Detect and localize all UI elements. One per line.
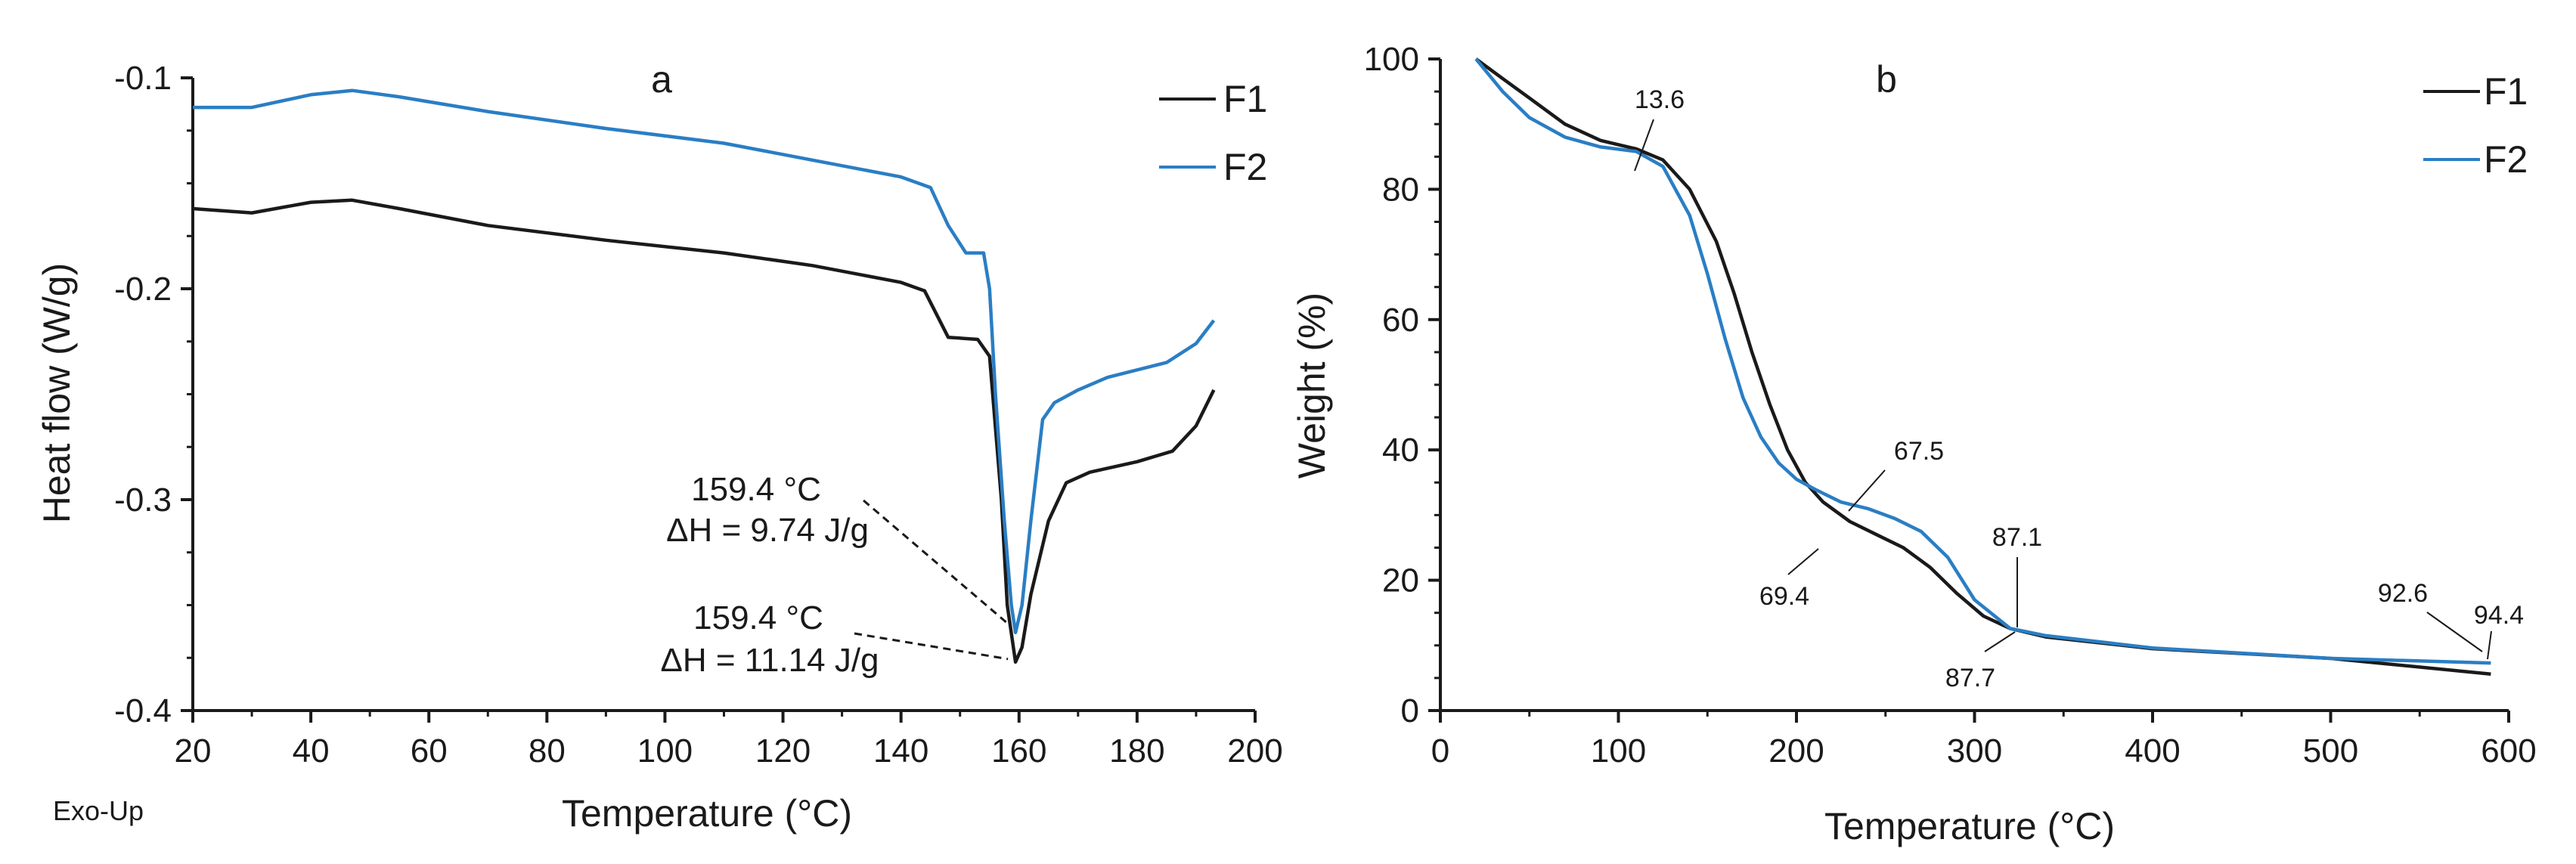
a-legend-label-f1: F1: [1223, 78, 1267, 120]
a-y-tick-label: -0.1: [114, 60, 172, 97]
b-x-tick-label: 0: [1431, 732, 1449, 770]
b-annotation-92-6: 92.6: [2378, 579, 2428, 608]
b-y-tick-label: 20: [1382, 562, 1419, 599]
b-y-ticks: 0 20 40 60 80 100: [1364, 41, 1440, 729]
a-y-tick-label: -0.2: [114, 271, 172, 308]
a-series-line-f2: [193, 88, 1216, 635]
a-legend-label-f2: F2: [1223, 146, 1267, 188]
b-legend-label-f1: F1: [2484, 70, 2528, 113]
b-x-tick-label: 300: [1947, 732, 2002, 770]
b-x-tick-label: 600: [2481, 732, 2536, 770]
b-x-tick-label: 100: [1591, 732, 1646, 770]
b-leader-13-6: [1634, 119, 1654, 172]
b-y-tick-label: 40: [1382, 432, 1419, 469]
a-x-axis-title: Temperature (°C): [562, 792, 852, 835]
b-series-group: [1474, 57, 2491, 676]
a-annotations: 159.4 °C ΔH = 9.74 J/g 159.4 °C ΔH = 11.…: [660, 471, 1011, 679]
a-y-axis-title: Heat flow (W/g): [36, 263, 78, 524]
b-leader-94-4: [2487, 630, 2492, 660]
a-x-tick-label: 140: [873, 732, 928, 770]
b-legend-label-f2: F2: [2484, 138, 2528, 181]
a-exo-up-note: Exo-Up: [53, 795, 144, 826]
b-x-tick-label: 500: [2303, 732, 2358, 770]
b-leader-69-4: [1787, 548, 1819, 575]
panel-b: 0 20 40 60 80 100 0 100 200 300 400 500 600 13.6 67…: [1291, 41, 2537, 847]
b-leader-87-7: [1984, 631, 2016, 652]
panel-a: -0.1 -0.2 -0.3 -0.4 20 40 60 80 100 120 140 160 180…: [36, 58, 1283, 835]
b-annotations: 13.6 67.5 69.4 87.1 87.7 92.6 94.4: [1634, 85, 2524, 692]
b-annotation-94-4: 94.4: [2474, 601, 2524, 630]
a-x-ticks: 20 40 60 80 100 120 140 160 180 200: [175, 711, 1283, 770]
a-annotation-f2-enthalpy: ΔH = 9.74 J/g: [666, 512, 869, 549]
b-series-line-f2: [1474, 57, 2491, 665]
a-x-tick-label: 20: [175, 732, 212, 770]
a-x-tick-label: 120: [755, 732, 811, 770]
b-annotation-87-7: 87.7: [1945, 664, 1995, 692]
a-x-tick-label: 160: [991, 732, 1046, 770]
a-x-tick-label: 100: [637, 732, 693, 770]
b-legend: F1 F2: [2423, 70, 2528, 181]
b-x-ticks: 0 100 200 300 400 500 600: [1431, 711, 2537, 770]
b-annotation-69-4: 69.4: [1759, 582, 1809, 611]
b-annotation-67-5: 67.5: [1894, 437, 1944, 466]
a-y-ticks: -0.1 -0.2 -0.3 -0.4: [114, 60, 193, 729]
b-x-tick-label: 200: [1768, 732, 1824, 770]
b-x-tick-label: 400: [2125, 732, 2180, 770]
a-annotation-f1-temp: 159.4 °C: [693, 599, 823, 636]
b-y-tick-label: 60: [1382, 302, 1419, 339]
b-y-tick-label: 0: [1401, 692, 1419, 729]
b-panel-letter: b: [1876, 58, 1897, 101]
a-series-group: [192, 88, 1216, 664]
b-annotation-87-1: 87.1: [1992, 523, 2042, 552]
b-y-axis-title: Weight (%): [1291, 293, 1333, 478]
b-annotation-13-6: 13.6: [1635, 85, 1685, 114]
a-x-tick-label: 180: [1109, 732, 1164, 770]
a-series-line-f1: [192, 198, 1216, 664]
a-annotation-leader-f1: [854, 632, 1009, 661]
a-x-tick-label: 60: [411, 732, 448, 770]
a-x-tick-label: 80: [529, 732, 566, 770]
a-x-tick-label: 200: [1227, 732, 1282, 770]
b-leader-92-6: [2426, 612, 2483, 652]
b-x-axis-title: Temperature (°C): [1824, 805, 2115, 847]
a-annotation-f1-enthalpy: ΔH = 11.14 J/g: [660, 642, 879, 679]
a-legend: F1 F2: [1159, 78, 1267, 188]
b-y-tick-label: 100: [1364, 41, 1419, 78]
a-x-tick-label: 40: [293, 732, 330, 770]
b-y-tick-label: 80: [1382, 171, 1419, 208]
a-y-tick-label: -0.4: [114, 692, 172, 729]
a-annotation-leader-f2: [863, 499, 1011, 626]
a-panel-letter: a: [651, 58, 672, 101]
a-y-tick-label: -0.3: [114, 482, 172, 519]
b-leader-67-5: [1848, 469, 1886, 512]
a-annotation-f2-temp: 159.4 °C: [691, 471, 821, 508]
